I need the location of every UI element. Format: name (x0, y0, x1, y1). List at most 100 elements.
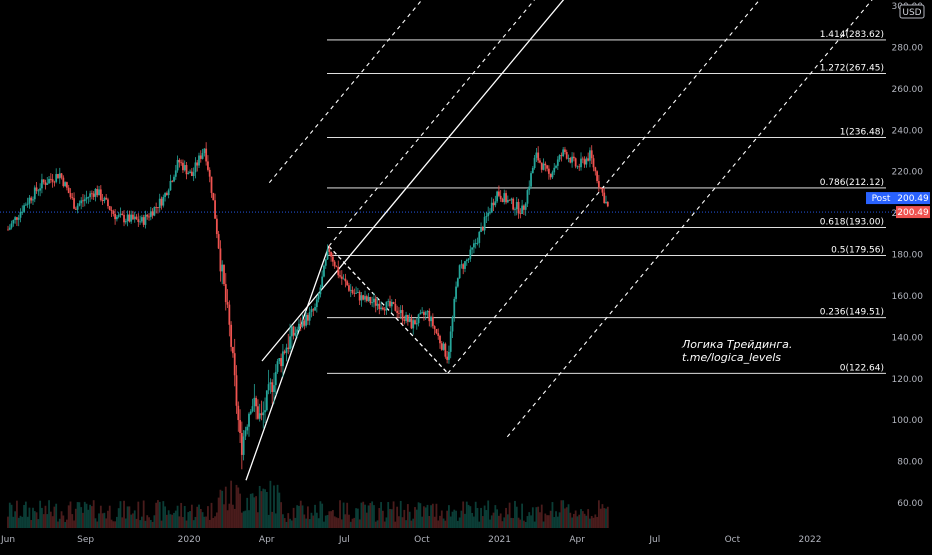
currency-badge[interactable] (899, 4, 925, 19)
candle-body (135, 216, 138, 220)
candle (487, 206, 490, 221)
candle (364, 290, 366, 303)
candle (572, 152, 575, 162)
candle (148, 213, 150, 221)
candle (392, 301, 395, 305)
volume-bar (207, 506, 209, 528)
candle-body (323, 265, 325, 277)
candle-body (353, 292, 356, 294)
volume-bar (228, 503, 231, 528)
candle (510, 197, 513, 204)
candle-body (46, 183, 49, 185)
volume-bar (490, 515, 493, 528)
candle (562, 147, 565, 158)
candle-body (205, 148, 208, 162)
fib-level-label: 0(122.64) (840, 363, 884, 373)
volume-bar (176, 505, 179, 528)
candle-body (398, 312, 400, 314)
candle (46, 177, 49, 185)
volume-bar (251, 493, 254, 528)
candle-body (492, 202, 495, 206)
volume-bar (246, 497, 249, 528)
volume-bar (505, 507, 507, 528)
candle (103, 196, 106, 204)
volume-bar (7, 516, 9, 528)
volume-bar (264, 489, 266, 528)
candle (408, 313, 411, 323)
candle (342, 274, 345, 280)
candle-body (249, 411, 252, 414)
volume-bar (431, 503, 434, 528)
candle (139, 215, 141, 225)
volume-bar (587, 509, 590, 528)
candle-body (385, 301, 388, 311)
candle (362, 294, 365, 301)
candle (214, 193, 216, 219)
candle (546, 165, 548, 172)
fib-level-label: 0.5(179.56) (831, 245, 884, 255)
candle-body (153, 207, 156, 216)
candle-body (403, 319, 406, 321)
candle (537, 146, 540, 163)
candle-body (478, 231, 481, 243)
candle-body (287, 347, 290, 349)
volume-bar (435, 503, 438, 528)
volume-bar (57, 521, 59, 528)
volume-bar (35, 512, 38, 528)
candle (315, 296, 318, 313)
candle-body (415, 323, 418, 325)
candle (396, 305, 399, 318)
candle-body (33, 187, 36, 200)
candle-body (471, 247, 474, 250)
candle-body (299, 323, 302, 327)
volume-bar (287, 513, 290, 528)
candle (44, 179, 47, 190)
candle-body (419, 312, 422, 315)
volume-bar (558, 512, 561, 528)
candle-body (560, 155, 563, 157)
volume-bar (419, 503, 422, 528)
candle-body (348, 285, 350, 291)
candle-body (406, 314, 409, 322)
candle-body (233, 353, 236, 376)
candle (506, 195, 509, 204)
candle-body (503, 193, 506, 203)
fib-level-label: 1.272(267.45) (820, 63, 884, 73)
candle-body (462, 264, 465, 269)
candle (319, 284, 322, 298)
volume-bar (574, 510, 577, 528)
candle-body (606, 201, 609, 207)
candle-body (364, 296, 366, 300)
price-tick-label: 260.00 (892, 85, 924, 95)
volume-bar (512, 518, 515, 528)
price-axis[interactable]: 60.00 80.00 100.00 120.00 140.00 160.00 180.00… (892, 2, 924, 509)
candle-body (285, 347, 288, 353)
volume-bar (306, 506, 309, 528)
volume-bar (187, 512, 190, 528)
candle-body (569, 157, 572, 163)
volume-bar (564, 508, 566, 528)
candle (371, 296, 374, 307)
candle (580, 152, 582, 171)
time-tick-label: Apr (259, 535, 275, 545)
volume-bar (469, 506, 472, 528)
candle-body (265, 390, 268, 411)
volume-bar (276, 484, 279, 528)
candle (55, 168, 58, 184)
volume-bar (199, 509, 202, 528)
candle-body (53, 181, 56, 183)
volume-bar (483, 505, 486, 528)
candle (599, 186, 602, 190)
time-axis[interactable]: Jun Sep 2020 Apr Jul Oct 2021 Apr Jul Oct 2022 (0, 535, 821, 545)
candle (189, 169, 191, 174)
volume-bar (496, 509, 499, 528)
candle (587, 152, 590, 162)
volume-bar (506, 514, 509, 528)
candle-body (16, 217, 18, 220)
candle (282, 343, 284, 378)
candle (265, 390, 268, 412)
candle (267, 369, 270, 395)
candle (605, 195, 607, 205)
candle-body (360, 295, 363, 301)
volume-bar (107, 510, 109, 528)
